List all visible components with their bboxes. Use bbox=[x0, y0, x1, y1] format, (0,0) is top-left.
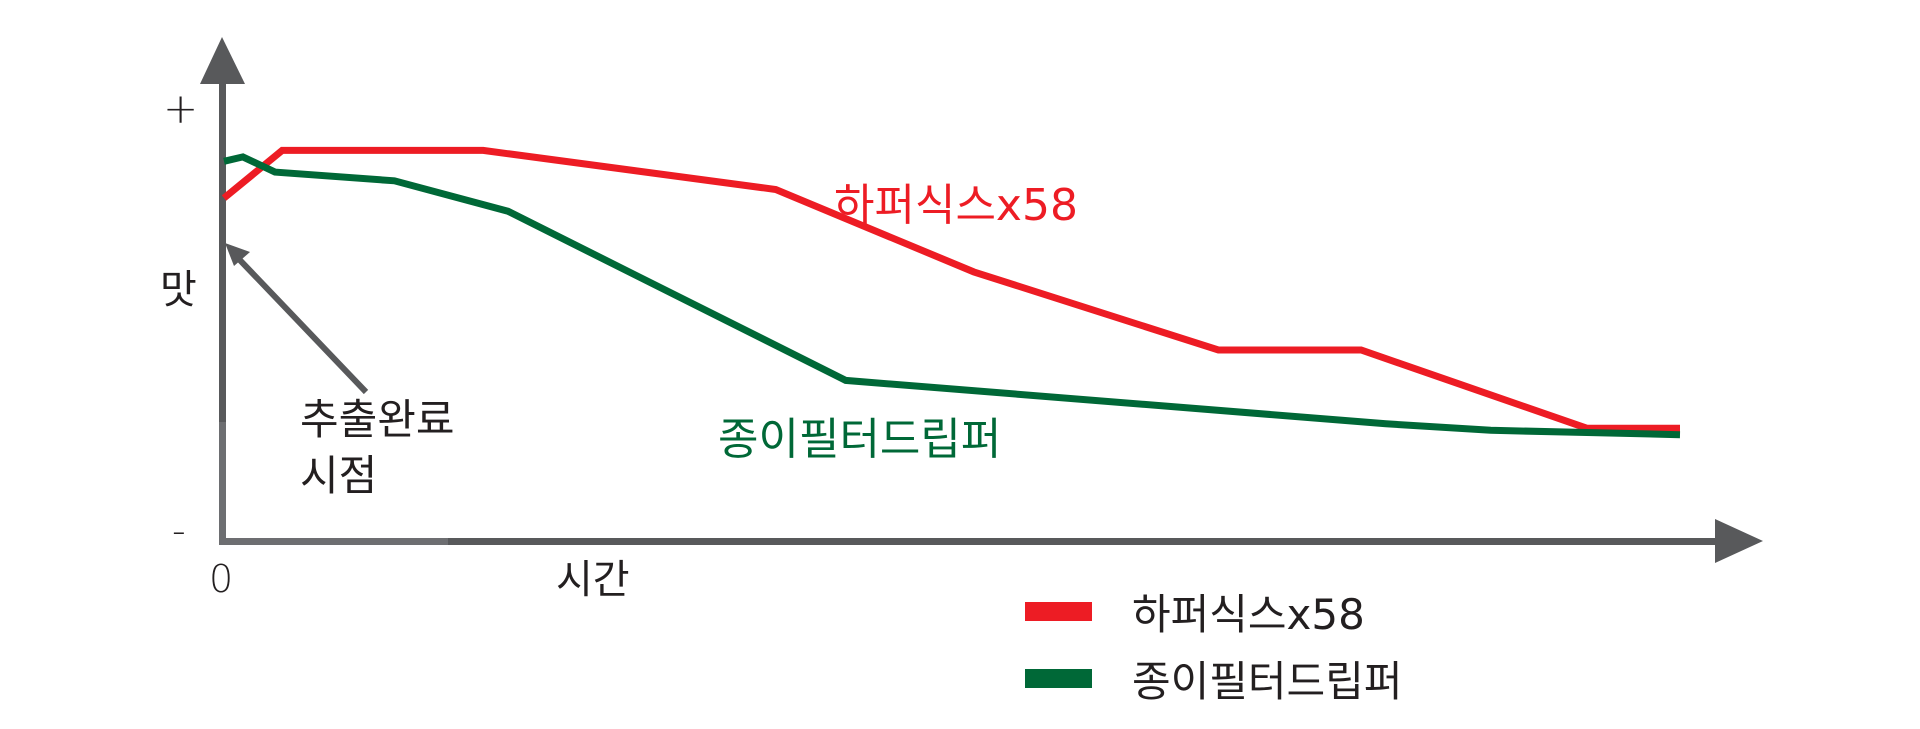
x-axis-arrow-icon bbox=[1715, 519, 1763, 563]
series-label-paper-filter: 종이필터드립퍼 bbox=[718, 414, 1002, 465]
series-line-harpersix bbox=[221, 146, 1680, 432]
y-plus-label: + bbox=[163, 84, 199, 133]
legend-swatch-green bbox=[1025, 669, 1092, 688]
annotation-arrow-shaft bbox=[233, 253, 369, 395]
series-line-paper-filter bbox=[223, 153, 1681, 439]
y-minus-label: - bbox=[172, 509, 186, 553]
annotation-line-2: 시점 bbox=[300, 451, 378, 500]
series-label-harpersix: 하퍼식스x58 bbox=[834, 180, 1078, 231]
legend-item-paper-filter: 종이필터드립퍼 bbox=[1025, 645, 1402, 712]
y-axis-title: 맛 bbox=[160, 267, 197, 313]
y-axis-arrow-icon bbox=[200, 37, 245, 84]
legend: 하퍼식스x58 종이필터드립퍼 bbox=[1025, 578, 1402, 712]
x-zero-label: 0 bbox=[209, 557, 234, 601]
legend-label: 하퍼식스x58 bbox=[1132, 590, 1365, 639]
annotation-arrow-head-icon bbox=[225, 243, 250, 266]
legend-label: 종이필터드립퍼 bbox=[1132, 657, 1403, 706]
annotation-line-1: 추출완료 bbox=[300, 395, 455, 444]
x-axis-title: 시간 bbox=[556, 557, 630, 603]
legend-item-harpersix: 하퍼식스x58 bbox=[1025, 578, 1402, 645]
legend-swatch-red bbox=[1025, 602, 1092, 621]
annotation-label: 추출완료 시점 bbox=[300, 392, 455, 504]
